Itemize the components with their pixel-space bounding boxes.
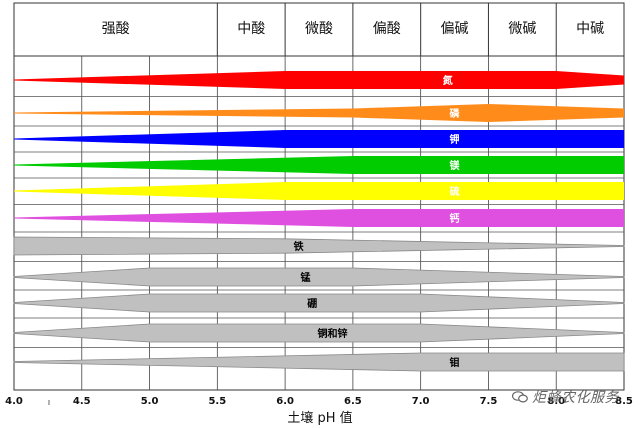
x-tick-label: 7.5 (480, 396, 498, 407)
x-tick-label: 8.0 (547, 396, 565, 407)
x-tick-label: 7.0 (412, 396, 430, 407)
watermark: 炬蜂农化服务 (512, 386, 632, 408)
zone-label: 中酸 (237, 21, 265, 37)
band-2 (14, 104, 624, 122)
watermark-text: 炬蜂农化服务 (532, 390, 619, 406)
band-5 (14, 182, 624, 200)
band-label: 锰 (300, 271, 310, 284)
zone-label: 偏碱 (441, 21, 469, 37)
x-tick-label: 5.5 (208, 396, 226, 407)
x-tick-label: 6.0 (276, 396, 294, 407)
wechat-icon (512, 391, 528, 403)
zone-label: 微酸 (305, 21, 333, 37)
band-3 (14, 130, 624, 148)
band-label: 铁 (294, 240, 304, 253)
x-tick-label: 5.0 (141, 396, 159, 407)
band-6 (14, 209, 624, 227)
zone-label: 微碱 (508, 21, 536, 37)
band-label: 钼 (450, 356, 460, 369)
band-8 (13, 267, 625, 287)
band-label: 镁 (450, 159, 460, 172)
band-label: 磷 (450, 107, 461, 120)
band-7 (13, 236, 625, 256)
zone-label: 强酸 (102, 21, 130, 37)
band-label: 硫 (450, 185, 460, 198)
zone-label: 偏酸 (373, 21, 401, 37)
x-tick-label: 4.5 (73, 396, 91, 407)
band-10 (13, 323, 625, 343)
band-label: 钾 (450, 133, 460, 146)
band-label: 钙 (450, 212, 460, 225)
band-label: 硼 (306, 298, 317, 310)
x-tick-label: 4.0 (5, 396, 23, 407)
zone-label: 中碱 (576, 21, 604, 37)
band-label: 氮 (443, 74, 453, 87)
x-tick-label: 6.5 (344, 396, 362, 407)
x-axis-label: 土壤 pH 值 (287, 410, 352, 426)
band-label: 铜和锌 (318, 327, 348, 340)
band-11 (13, 352, 625, 372)
x-tick-label: 8.5 (615, 396, 633, 407)
band-9 (13, 293, 625, 313)
band-4 (14, 156, 624, 174)
band-1 (14, 71, 624, 89)
